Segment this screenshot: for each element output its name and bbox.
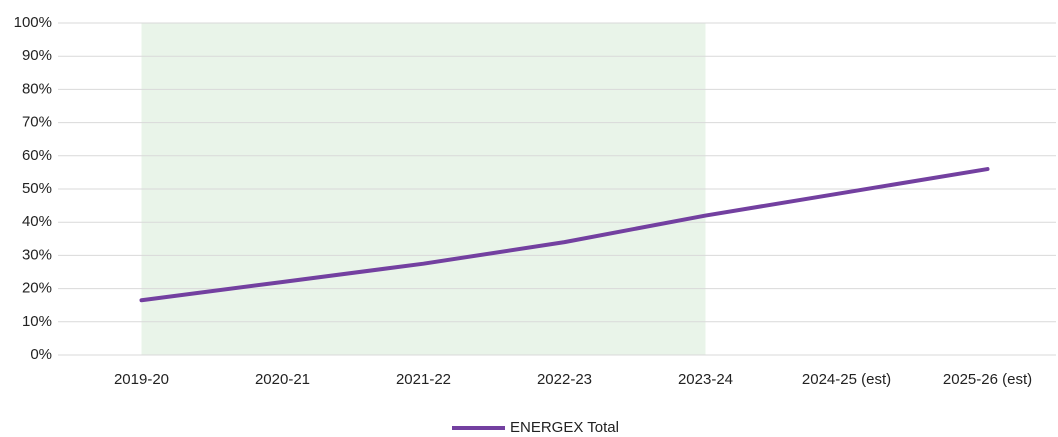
y-tick-label: 70% [22, 114, 52, 131]
y-tick-label: 50% [22, 180, 52, 197]
x-tick-label: 2019-20 [114, 371, 169, 388]
y-tick-label: 20% [22, 280, 52, 297]
x-tick-label: 2020-21 [255, 371, 310, 388]
series-line [139, 167, 990, 303]
y-tick-label: 0% [30, 346, 52, 363]
x-tick-label: 2021-22 [396, 371, 451, 388]
x-tick-label: 2025-26 (est) [943, 371, 1032, 388]
y-tick-label: 80% [22, 80, 52, 97]
y-tick-label: 10% [22, 313, 52, 330]
y-tick-label: 60% [22, 147, 52, 164]
y-tick-label: 100% [14, 14, 52, 31]
y-tick-label: 30% [22, 246, 52, 263]
x-tick-label: 2022-23 [537, 371, 592, 388]
legend-label: ENERGEX Total [510, 419, 619, 436]
x-tick-label: 2023-24 [678, 371, 733, 388]
y-tick-label: 90% [22, 47, 52, 64]
y-tick-label: 40% [22, 213, 52, 230]
x-tick-label: 2024-25 (est) [802, 371, 891, 388]
